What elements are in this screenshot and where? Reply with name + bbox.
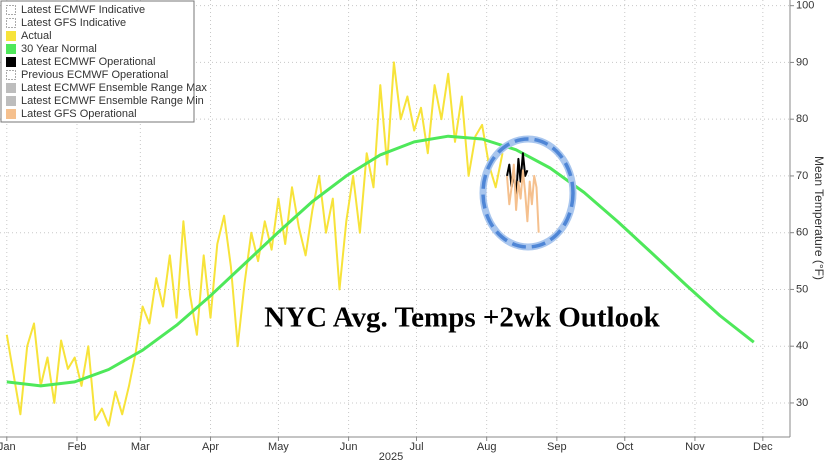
legend-label: Latest ECMWF Operational — [21, 56, 156, 68]
legend-label: 30 Year Normal — [21, 43, 97, 55]
legend-label: Actual — [21, 30, 52, 42]
y-axis-title: Mean Temperature (°F) — [812, 156, 826, 280]
legend-label: Latest ECMWF Ensemble Range Max — [21, 82, 207, 94]
legend-label: Latest ECMWF Ensemble Range Min — [21, 95, 204, 107]
x-tick-label: Oct — [616, 441, 633, 453]
x-tick-label: Sep — [547, 441, 567, 453]
x-tick-label: Aug — [477, 441, 497, 453]
legend-swatch — [6, 83, 16, 93]
series-line — [5, 61, 504, 427]
annotation: NYC Avg. Temps +2wk Outlook — [264, 302, 660, 334]
series-line — [6, 134, 755, 388]
series-line — [506, 163, 540, 233]
x-tick-label: Jan — [0, 441, 16, 453]
x-tick-label: Apr — [202, 441, 219, 453]
series-line — [506, 152, 529, 200]
legend-box — [0, 0, 195, 123]
y-tick-label: 50 — [796, 283, 808, 295]
legend-swatch — [6, 44, 16, 54]
legend-label: Latest ECMWF Indicative — [21, 4, 145, 16]
y-tick-label: 90 — [796, 56, 808, 68]
legend-swatch — [6, 109, 16, 119]
x-tick-label: Feb — [67, 441, 86, 453]
x-tick-label: May — [268, 441, 289, 453]
y-tick-label: 100 — [796, 0, 814, 12]
legend-swatch — [6, 96, 16, 106]
x-tick-label: Mar — [131, 441, 150, 453]
y-tick-label: 40 — [796, 340, 808, 352]
x-sublabel: 2025 — [379, 451, 403, 463]
x-tick-label: Jul — [409, 441, 423, 453]
legend-label: Previous ECMWF Operational — [21, 69, 168, 81]
legend-label: Latest GFS Indicative — [21, 17, 126, 29]
y-tick-label: 80 — [796, 113, 808, 125]
legend-swatch — [6, 57, 16, 67]
x-tick-label: Dec — [753, 441, 773, 453]
legend-label: Latest GFS Operational — [21, 108, 137, 120]
highlight-circle — [481, 137, 575, 249]
y-tick-label: 60 — [796, 227, 808, 239]
x-tick-label: Nov — [685, 441, 705, 453]
y-tick-label: 70 — [796, 170, 808, 182]
y-tick-label: 30 — [796, 397, 808, 409]
x-tick-label: Jun — [340, 441, 358, 453]
legend-swatch — [6, 31, 16, 41]
